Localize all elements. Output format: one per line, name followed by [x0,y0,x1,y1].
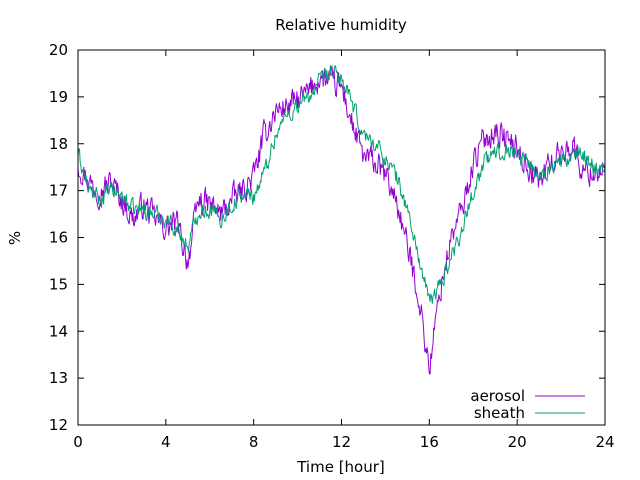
y-tick-label: 12 [49,416,68,434]
axes-layer: 0 4 8 12 16 20 24 12 13 14 15 16 17 18 19 20 [49,41,615,451]
y-tick-label: 17 [49,182,68,200]
y-tick-label: 19 [49,88,68,106]
plot-frame [77,49,606,426]
series-layer [77,65,606,375]
y-tick-label: 15 [49,275,68,293]
series-line-aerosol [77,65,606,375]
x-tick-label: 8 [249,433,259,451]
legend-label-aerosol: aerosol [470,387,525,405]
chart-title: Relative humidity [275,16,407,34]
x-tick-label: 4 [161,433,171,451]
x-tick-label: 20 [508,433,527,451]
x-tick-label: 24 [595,433,614,451]
legend-label-sheath: sheath [474,404,525,422]
x-tick-label: 16 [420,433,439,451]
x-axis-label: Time [hour] [296,458,385,476]
x-tick-label: 0 [73,433,83,451]
y-tick-label: 14 [49,322,68,340]
x-tick-label: 12 [332,433,351,451]
y-tick-label: 20 [49,41,68,59]
y-tick-label: 16 [49,229,68,247]
y-tick-label: 13 [49,369,68,387]
y-tick-label: 18 [49,135,68,153]
series-line-sheath [77,65,606,304]
y-axis-label: % [6,231,24,245]
